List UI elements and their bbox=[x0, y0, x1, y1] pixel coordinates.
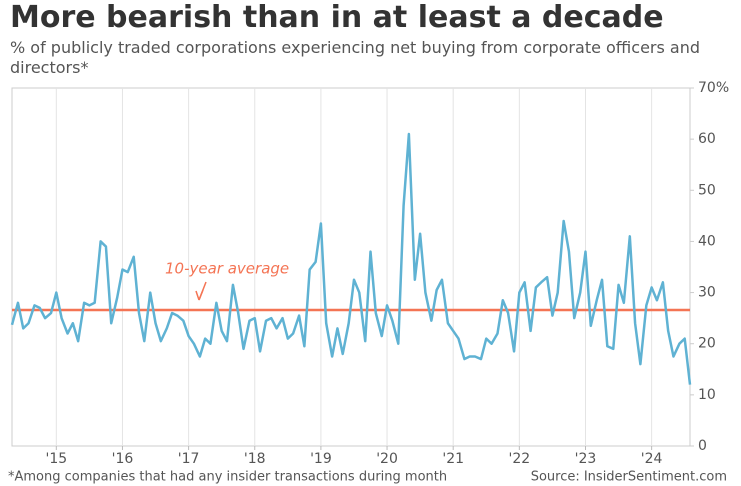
footnote: *Among companies that had any insider tr… bbox=[8, 470, 447, 485]
x-tick-label: '23 bbox=[575, 451, 597, 467]
annotation-arrow-shaft bbox=[198, 281, 207, 301]
x-tick-label: '22 bbox=[509, 451, 531, 467]
chart-subtitle: % of publicly traded corporations experi… bbox=[10, 38, 701, 77]
y-tick-label: 70% bbox=[698, 80, 729, 96]
annotation: 10-year average bbox=[165, 260, 289, 278]
y-tick-label: 50 bbox=[698, 182, 716, 198]
y-tick-label: 20 bbox=[698, 336, 716, 352]
x-tick-label: '16 bbox=[112, 451, 134, 467]
plot-frame bbox=[11, 87, 691, 447]
y-tick-label: 0 bbox=[698, 438, 707, 454]
y-tick-label: 40 bbox=[698, 233, 716, 249]
x-tick-label: '18 bbox=[244, 451, 266, 467]
x-tick-label: '21 bbox=[442, 451, 464, 467]
x-tick-label: '19 bbox=[310, 451, 332, 467]
y-tick-label: 10 bbox=[698, 387, 716, 403]
y-tick-label: 60 bbox=[698, 131, 716, 147]
y-tick-label: 30 bbox=[698, 285, 716, 301]
data-line bbox=[10, 132, 692, 385]
chart-title: More bearish than in at least a decade bbox=[10, 0, 664, 35]
x-tick-label: '15 bbox=[45, 451, 67, 467]
x-tick-label: '17 bbox=[178, 451, 200, 467]
source: Source: InsiderSentiment.com bbox=[531, 470, 727, 485]
x-tick-label: '24 bbox=[641, 451, 663, 467]
x-tick-label: '20 bbox=[376, 451, 398, 467]
